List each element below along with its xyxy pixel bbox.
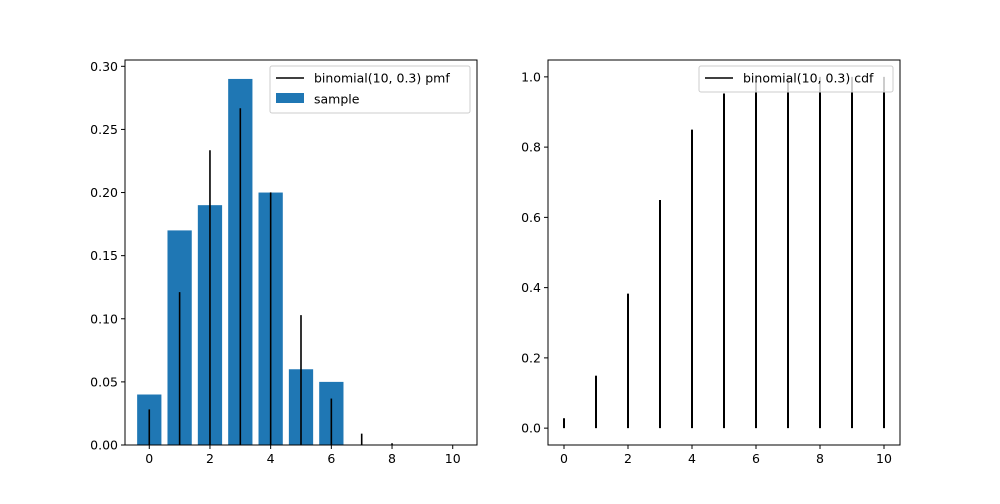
left-legend-box: [269, 65, 471, 114]
left-y-tick-label: 0.30: [90, 59, 118, 74]
legend-sample-label: sample: [314, 92, 360, 107]
left-y-tick-label: 0.25: [90, 122, 118, 137]
legend-pmf-label: binomial(10, 0.3) pmf: [314, 71, 450, 86]
left-x-tick-label: 2: [206, 451, 214, 466]
pmf-subplot: 0 2 4 6 8 10 0.00 0.05 0.10 0.15 0.20 0.25 0.30 bin…: [90, 59, 478, 466]
left-x-tick-label: 8: [388, 451, 396, 466]
cdf-subplot: 0 2 4 6 8 10 0.0 0.2 0.4 0.6 0.8 1.0 binomial(10, …: [521, 59, 901, 466]
left-axes-frame: [124, 59, 478, 446]
right-x-ticks: 0 2 4 6 8 10: [560, 445, 892, 466]
left-y-tick-label: 0.20: [90, 185, 118, 200]
right-x-tick-label: 6: [752, 451, 760, 466]
legend-cdf-label: binomial(10, 0.3) cdf: [743, 71, 874, 86]
left-x-tick-label: 10: [445, 451, 461, 466]
left-legend: binomial(10, 0.3) pmf sample: [269, 65, 471, 114]
left-x-tick-label: 4: [267, 451, 275, 466]
right-y-tick-label: 0.6: [521, 210, 541, 225]
left-x-tick-label: 6: [327, 451, 335, 466]
left-y-ticks: 0.00 0.05 0.10 0.15 0.20 0.25 0.30: [90, 59, 125, 453]
right-y-tick-label: 1.0: [521, 69, 541, 84]
left-y-tick-label: 0.10: [90, 311, 118, 326]
right-legend: binomial(10, 0.3) cdf: [698, 65, 894, 93]
right-axes-frame: [547, 59, 901, 446]
cdf-vlines: [563, 76, 885, 429]
right-legend-box: [698, 65, 894, 93]
legend-sample-swatch: [276, 93, 304, 103]
right-x-tick-label: 10: [876, 451, 892, 466]
left-y-tick-label: 0.05: [90, 374, 118, 389]
right-x-tick-label: 8: [816, 451, 824, 466]
right-x-tick-label: 2: [624, 451, 632, 466]
right-y-tick-label: 0.2: [521, 350, 541, 365]
right-y-ticks: 0.0 0.2 0.4 0.6 0.8 1.0: [521, 69, 548, 436]
left-x-ticks: 0 2 4 6 8 10: [145, 445, 461, 466]
left-y-tick-label: 0.15: [90, 248, 118, 263]
left-x-tick-label: 0: [145, 451, 153, 466]
left-y-tick-label: 0.00: [90, 438, 118, 453]
right-y-tick-label: 0.4: [521, 280, 541, 295]
pmf-vlines: [148, 108, 424, 445]
right-y-tick-label: 0.0: [521, 421, 541, 436]
right-y-tick-label: 0.8: [521, 140, 541, 155]
right-x-tick-label: 4: [688, 451, 696, 466]
right-x-tick-label: 0: [560, 451, 568, 466]
